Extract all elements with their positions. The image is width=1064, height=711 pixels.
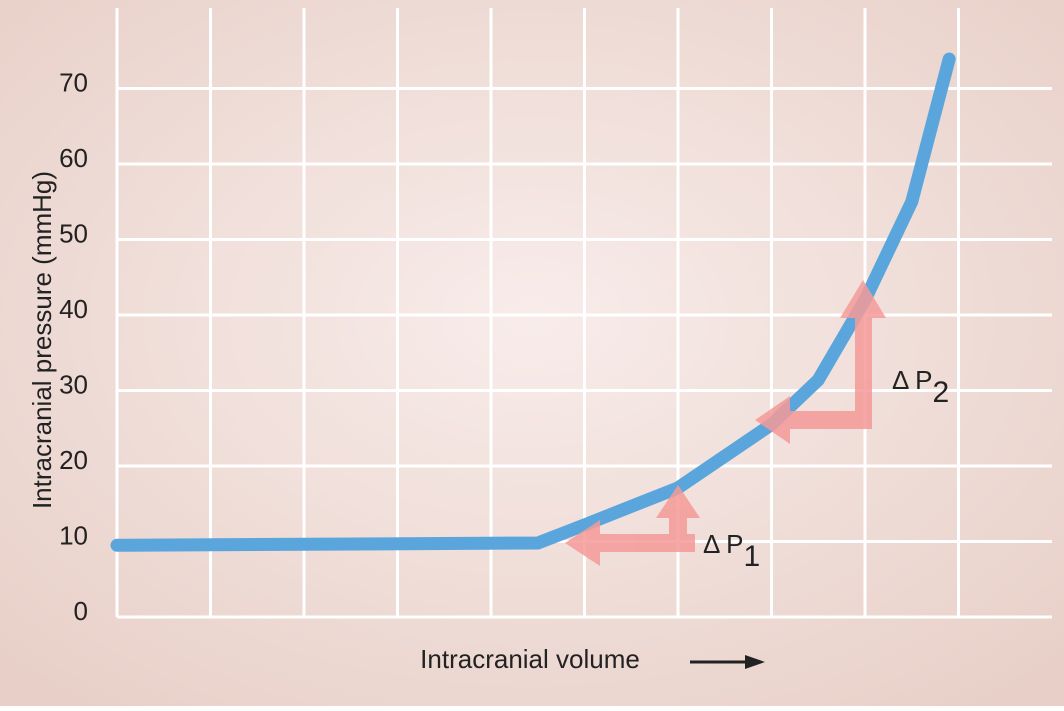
y-tick-label: 10 bbox=[59, 520, 88, 550]
annotation-sub: 2 bbox=[933, 376, 950, 409]
y-tick-label: 70 bbox=[59, 67, 88, 97]
annotation-text: Δ P bbox=[703, 529, 744, 559]
y-tick-label: 0 bbox=[74, 596, 88, 626]
x-axis-label: Intracranial volume bbox=[420, 644, 640, 674]
y-tick-label: 30 bbox=[59, 369, 88, 399]
annotation-text: Δ P bbox=[892, 365, 933, 395]
y-tick-label: 60 bbox=[59, 143, 88, 173]
annotation: Δ P2 bbox=[892, 365, 949, 409]
annotation-sub: 1 bbox=[744, 540, 761, 573]
y-tick-label: 20 bbox=[59, 445, 88, 475]
x-axis-arrow bbox=[690, 655, 765, 669]
y-axis-label: Intracranial pressure (mmHg) bbox=[27, 171, 57, 509]
grid bbox=[115, 8, 1052, 619]
delta-arrow-2 bbox=[755, 280, 886, 444]
y-tick-label: 40 bbox=[59, 294, 88, 324]
y-tick-label: 50 bbox=[59, 218, 88, 248]
annotation: Δ P1 bbox=[703, 529, 760, 573]
delta-arrow-1 bbox=[565, 485, 700, 566]
